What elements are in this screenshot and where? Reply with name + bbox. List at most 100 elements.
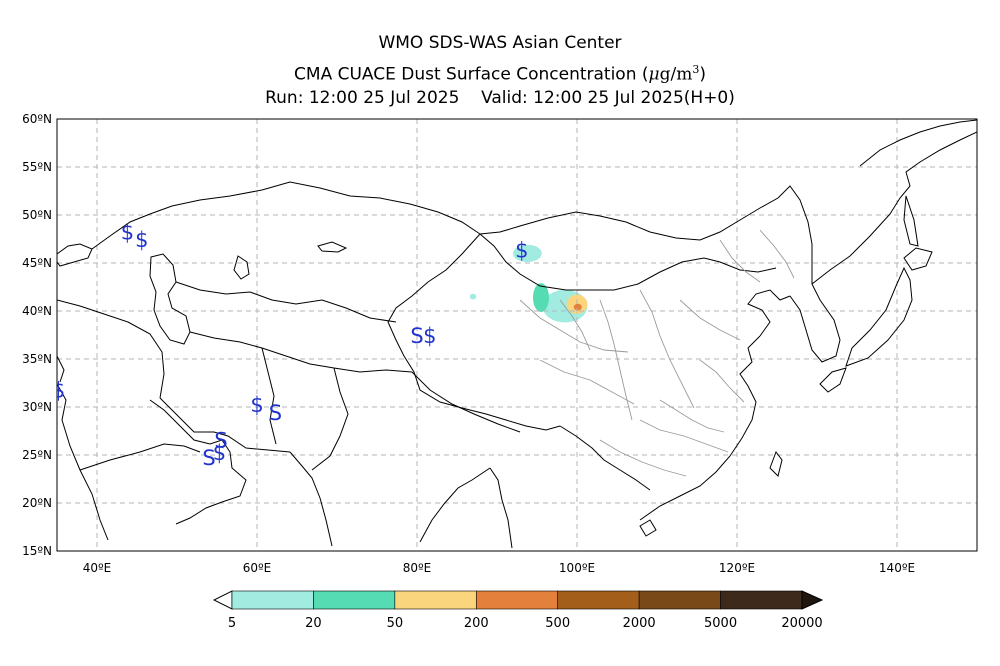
china-provinces (519, 229, 795, 477)
province-line-7 (599, 439, 687, 477)
lon-tick-label: 60ºE (243, 561, 272, 575)
colorbar-swatch (720, 590, 803, 610)
dust-area-0 (513, 244, 542, 263)
colorbar-level-label: 5 (227, 616, 237, 631)
province-line-11 (559, 299, 591, 351)
dust-weather-symbol: $ (135, 228, 148, 252)
dust-weather-symbol: S (410, 324, 423, 348)
colorbar-swatch (638, 590, 721, 610)
colorbar-over-arrow (801, 590, 824, 610)
title-product: CMA CUACE Dust Surface Concentration ( (294, 64, 649, 85)
colorbar-swatch (394, 590, 477, 610)
lon-tick-label: 100ºE (559, 561, 595, 575)
lon-tick-label: 40ºE (83, 561, 112, 575)
china-south-coast (639, 335, 761, 521)
border-china-north (479, 233, 777, 291)
run-time: Run: 12:00 25 Jul 2025 (265, 88, 460, 108)
title-line-3: Run: 12:00 25 Jul 2025 Valid: 12:00 25 J… (0, 88, 1000, 108)
lat-tick-label: 30ºN (22, 400, 52, 414)
title-close: ) (699, 64, 706, 85)
dust-weather-symbol: S (214, 429, 227, 453)
lat-tick-label: 50ºN (22, 208, 52, 222)
axis-labels: 40ºE 60ºE 80ºE 100ºE 120ºE 140ºE 60ºN 55ºN 50ºN 4… (22, 112, 915, 575)
border-russia-kazakhstan (91, 181, 481, 250)
india-east-coast (419, 467, 491, 543)
aral-sea-coast (233, 255, 250, 280)
province-line-8 (699, 359, 745, 403)
graticule (57, 119, 977, 551)
red-sea-coast (57, 383, 109, 541)
border-central-asia-1 (175, 281, 397, 323)
colorbar-under-arrow (212, 590, 233, 610)
colorbar-level-label: 200 (463, 616, 489, 631)
colorbar-level-label: 500 (545, 616, 571, 631)
lat-tick-label: 20ºN (22, 496, 52, 510)
colorbar-swatch (475, 590, 559, 610)
border-pakistan-india (311, 367, 349, 471)
dust-area-4 (573, 303, 582, 311)
lake-balkhash (317, 241, 348, 253)
hainan-island (639, 519, 657, 537)
province-line-4 (639, 289, 695, 409)
colorbar-swatch (313, 590, 396, 610)
colorbar-level-label: 50 (386, 616, 404, 631)
border-china-south (559, 425, 651, 491)
coastlines-and-borders (57, 119, 977, 549)
lat-tick-label: 35ºN (22, 352, 52, 366)
colorbar-swatch (557, 590, 640, 610)
valid-time: Valid: 12:00 25 Jul 2025(H+0) (481, 88, 735, 108)
lon-tick-label: 120ºE (719, 561, 755, 575)
colorbar-level-label: 2000 (622, 616, 656, 631)
border-arabia (79, 443, 201, 471)
province-line-9 (719, 239, 761, 283)
unit-mu: μ (648, 64, 660, 85)
dust-weather-symbol: $ (250, 393, 263, 417)
dust-weather-symbol: $ (52, 379, 65, 403)
india-west-coast (289, 451, 333, 547)
okhotsk-coast (859, 119, 977, 167)
title-line-2: CMA CUACE Dust Surface Concentration (μg… (0, 60, 1000, 85)
province-line-10 (759, 229, 795, 279)
levant-coast (57, 355, 65, 383)
myanmar-coast (489, 467, 513, 549)
dust-weather-symbol: $ (121, 220, 134, 244)
lat-tick-label: 45ºN (22, 256, 52, 270)
border-iran-afghanistan (261, 347, 277, 445)
border-himalaya (411, 371, 521, 433)
dust-weather-symbol: $ (213, 441, 226, 465)
border-middle-east (57, 299, 165, 399)
colorbar-level-label: 20000 (781, 616, 823, 631)
dust-symbols-layer: $ $ $S $$$ SS$S (52, 220, 528, 470)
sakhalin-island (903, 195, 919, 247)
russia-pacific-coast (811, 131, 977, 285)
bohai-coast (747, 289, 791, 337)
dust-weather-symbol: $ (423, 324, 436, 348)
dust-weather-symbol: S (269, 401, 282, 425)
province-line-12 (659, 399, 725, 433)
title-line-1: WMO SDS-WAS Asian Center (378, 33, 622, 53)
dust-area-2 (533, 283, 549, 312)
japan-kyushu (819, 367, 847, 393)
unit-rest: g/m (659, 64, 693, 85)
persian-gulf-coast (149, 399, 247, 525)
colorbar-level-label: 20 (305, 616, 322, 631)
dust-weather-symbol: $ (515, 239, 528, 263)
caspian-sea-coast (149, 253, 191, 345)
border-central-asia-2 (189, 331, 413, 373)
colorbar-swatch (231, 590, 314, 610)
lat-tick-label: 40ºN (22, 304, 52, 318)
lon-tick-label: 80ºE (403, 561, 432, 575)
province-line-5 (679, 299, 741, 341)
map-frame (56, 118, 978, 552)
border-china-west (387, 233, 561, 431)
dust-weather-symbol: S (202, 446, 215, 470)
lat-tick-label: 15ºN (22, 544, 52, 558)
korea-coast (789, 283, 841, 363)
province-line-6 (639, 419, 729, 453)
lat-tick-label: 55ºN (22, 160, 52, 174)
japan-honshu (845, 266, 913, 367)
province-line-1 (519, 299, 629, 353)
border-russia-mongolia (479, 185, 813, 284)
lon-tick-label: 140ºE (879, 561, 915, 575)
